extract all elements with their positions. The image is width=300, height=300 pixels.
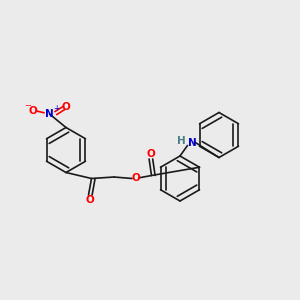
Text: O: O bbox=[61, 101, 70, 112]
Text: +: + bbox=[53, 104, 59, 113]
Text: −: − bbox=[24, 101, 31, 110]
Text: O: O bbox=[131, 173, 140, 183]
Text: H: H bbox=[177, 136, 186, 146]
Text: O: O bbox=[86, 195, 95, 206]
Text: N: N bbox=[45, 109, 54, 119]
Text: O: O bbox=[28, 106, 38, 116]
Text: O: O bbox=[146, 148, 155, 159]
Text: N: N bbox=[188, 137, 196, 148]
